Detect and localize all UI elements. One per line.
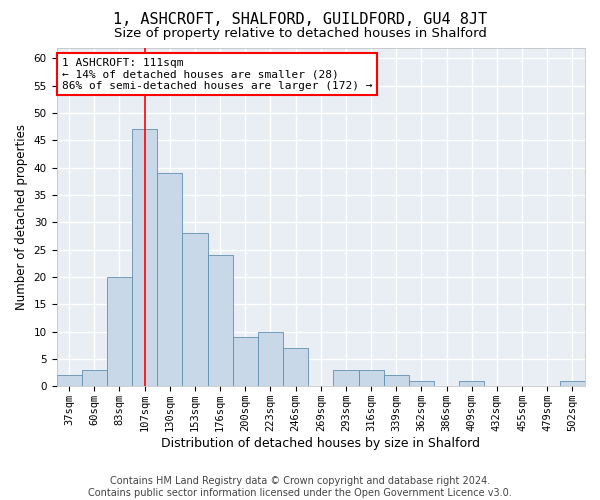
Bar (560, 381, 585, 386)
Bar (208, 255, 233, 386)
X-axis label: Distribution of detached houses by size in Shalford: Distribution of detached houses by size … (161, 437, 480, 450)
Bar (283, 348, 308, 387)
Text: 1, ASHCROFT, SHALFORD, GUILDFORD, GU4 8JT: 1, ASHCROFT, SHALFORD, GUILDFORD, GU4 8J… (113, 12, 487, 28)
Bar (383, 376, 409, 386)
Bar (182, 234, 208, 386)
Text: 1 ASHCROFT: 111sqm
← 14% of detached houses are smaller (28)
86% of semi-detache: 1 ASHCROFT: 111sqm ← 14% of detached hou… (62, 58, 373, 91)
Bar (132, 130, 157, 386)
Bar (82, 370, 107, 386)
Bar (359, 370, 383, 386)
Text: Contains HM Land Registry data © Crown copyright and database right 2024.
Contai: Contains HM Land Registry data © Crown c… (88, 476, 512, 498)
Y-axis label: Number of detached properties: Number of detached properties (15, 124, 28, 310)
Bar (233, 337, 258, 386)
Bar (157, 173, 182, 386)
Bar (258, 332, 283, 386)
Bar (409, 381, 434, 386)
Text: Size of property relative to detached houses in Shalford: Size of property relative to detached ho… (113, 28, 487, 40)
Bar (56, 376, 82, 386)
Bar (459, 381, 484, 386)
Bar (107, 277, 132, 386)
Bar (334, 370, 359, 386)
